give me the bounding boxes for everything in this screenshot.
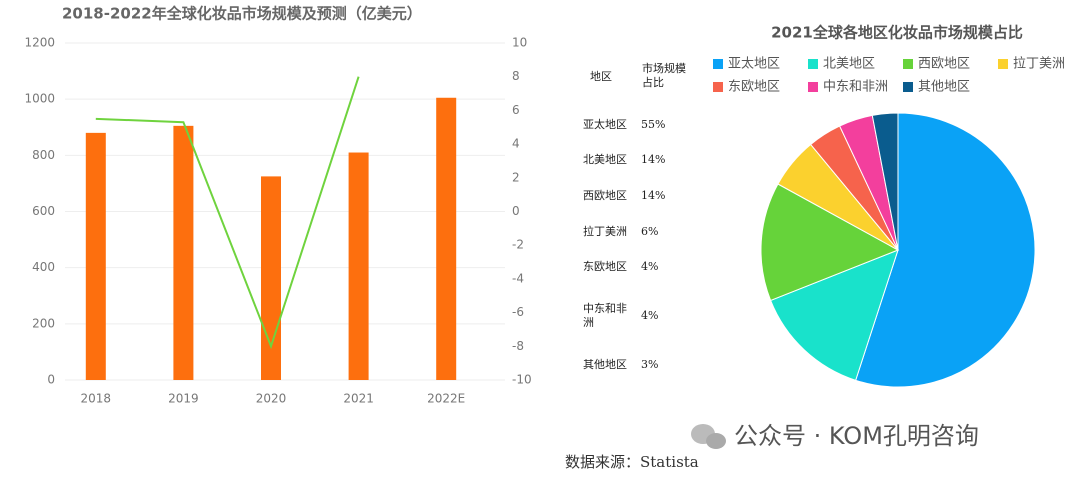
y-tick-label: 200 bbox=[32, 316, 55, 330]
legend-label: 东欧地区 bbox=[728, 80, 780, 95]
y2-tick-label: -6 bbox=[512, 305, 524, 319]
y2-tick-label: 6 bbox=[512, 103, 520, 117]
y2-tick-label: 4 bbox=[512, 137, 520, 151]
y2-tick-label: 8 bbox=[512, 69, 520, 83]
y2-tick-label: -4 bbox=[512, 271, 524, 285]
y-tick-label: 0 bbox=[47, 373, 55, 387]
source: 数据来源：Statista bbox=[565, 453, 699, 471]
x-tick-label: 2018 bbox=[81, 392, 112, 406]
watermark: 公众号 · KOM孔明咨询 bbox=[734, 422, 979, 450]
bar bbox=[261, 176, 281, 380]
legend-swatch bbox=[808, 59, 818, 69]
table-label: 亚太地区 bbox=[583, 118, 627, 131]
line bbox=[95, 76, 360, 350]
legend-swatch bbox=[998, 59, 1008, 69]
bar bbox=[85, 132, 106, 380]
legend-label: 其他地区 bbox=[918, 80, 970, 95]
table-label: 中东和非洲 bbox=[583, 302, 627, 329]
legend-label: 亚太地区 bbox=[728, 57, 780, 72]
table-label: 东欧地区 bbox=[583, 260, 627, 273]
pie-slice bbox=[855, 112, 1036, 388]
y2-tick-label: -10 bbox=[512, 373, 532, 387]
pie-slice bbox=[769, 249, 899, 381]
bar bbox=[436, 97, 457, 380]
table-label: 西欧地区 bbox=[583, 189, 627, 202]
bar bbox=[348, 152, 369, 380]
chart-title: 2018-2022年全球化妆品市场规模及预测（亿美元） bbox=[62, 5, 422, 23]
y2-tick-label: -2 bbox=[512, 238, 524, 252]
legend-swatch bbox=[903, 59, 913, 69]
table-value: 3% bbox=[641, 358, 659, 371]
y-tick-label: 1000 bbox=[24, 92, 55, 106]
x-tick-label: 2019 bbox=[168, 392, 199, 406]
y2-tick-label: 0 bbox=[512, 204, 520, 218]
legend-swatch bbox=[713, 59, 723, 69]
watermark-icon bbox=[691, 424, 726, 449]
y2-tick-label: -8 bbox=[512, 339, 524, 353]
table-label: 其他地区 bbox=[583, 358, 627, 371]
y-tick-label: 800 bbox=[32, 148, 55, 162]
table-value: 55% bbox=[641, 118, 666, 131]
table-label: 拉丁美洲 bbox=[583, 225, 627, 238]
legend-swatch bbox=[713, 82, 723, 92]
x-tick-label: 2021 bbox=[343, 392, 374, 406]
y2-tick-label: 2 bbox=[512, 170, 520, 184]
y-tick-label: 1200 bbox=[24, 36, 55, 50]
bar bbox=[173, 125, 194, 381]
legend-label: 北美地区 bbox=[823, 57, 875, 72]
table-label: 北美地区 bbox=[583, 153, 627, 166]
table-header: 市场规模占比 bbox=[642, 62, 686, 89]
pie-slice bbox=[760, 183, 900, 302]
legend-label: 中东和非洲 bbox=[823, 80, 888, 95]
table-value: 4% bbox=[641, 309, 659, 322]
legend-label: 西欧地区 bbox=[918, 57, 970, 72]
table-value: 14% bbox=[641, 189, 666, 202]
table-value: 6% bbox=[641, 225, 659, 238]
legend-label: 拉丁美洲 bbox=[1013, 57, 1065, 72]
y2-tick-label: 10 bbox=[512, 36, 527, 50]
table-value: 4% bbox=[641, 260, 659, 273]
table-header: 地区 bbox=[590, 70, 612, 83]
y-tick-label: 400 bbox=[32, 260, 55, 274]
x-tick-label: 2020 bbox=[256, 392, 287, 406]
y-tick-label: 600 bbox=[32, 204, 55, 218]
legend-swatch bbox=[808, 82, 818, 92]
pie-slice bbox=[871, 112, 899, 251]
chart-title: 2021全球各地区化妆品市场规模占比 bbox=[771, 24, 1023, 42]
x-tick-label: 2022E bbox=[427, 392, 465, 406]
legend-swatch bbox=[903, 82, 913, 92]
table-value: 14% bbox=[641, 153, 666, 166]
